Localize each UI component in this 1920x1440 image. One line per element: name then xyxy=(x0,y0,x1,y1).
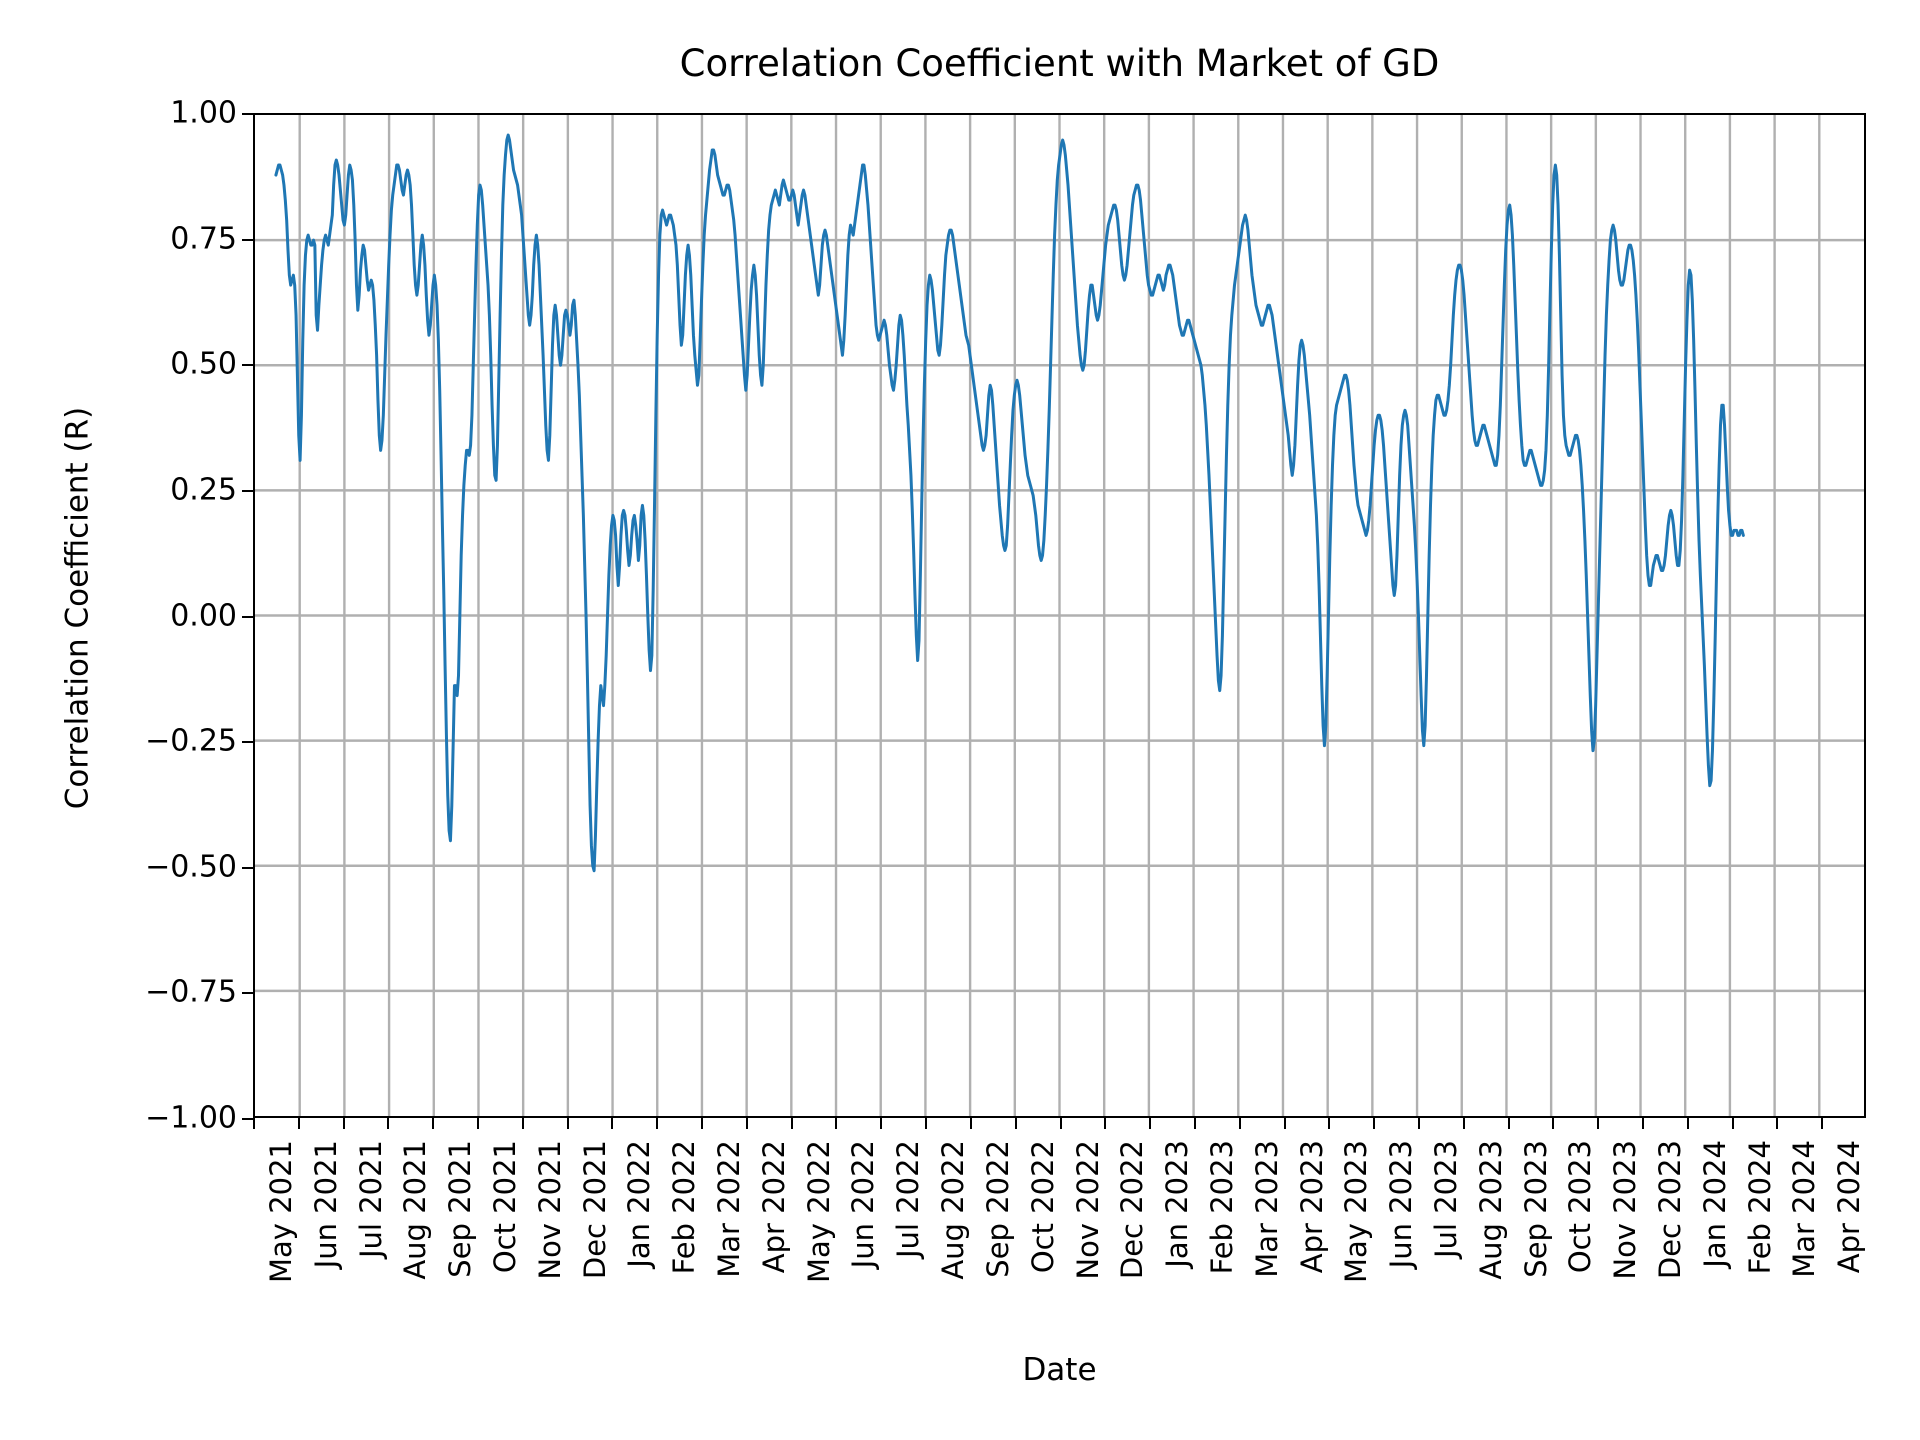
x-tick-label: Feb 2024 xyxy=(1742,1140,1777,1275)
x-tick-mark xyxy=(1059,1118,1062,1129)
y-tick-label: 1.00 xyxy=(170,95,237,131)
x-tick-label: Jul 2023 xyxy=(1428,1140,1463,1259)
x-axis-label: Date xyxy=(1022,1352,1097,1388)
x-tick-label: Sep 2023 xyxy=(1518,1140,1553,1278)
y-tick-label: 0.50 xyxy=(170,346,237,382)
x-tick-mark xyxy=(387,1118,390,1129)
x-tick-mark xyxy=(701,1118,704,1129)
y-tick-label: −0.25 xyxy=(145,723,237,759)
x-tick-mark xyxy=(969,1118,972,1129)
x-tick-label: Nov 2021 xyxy=(532,1140,567,1280)
y-tick-mark xyxy=(242,489,253,492)
y-tick-mark xyxy=(242,364,253,367)
chart-title: Correlation Coefficient with Market of G… xyxy=(679,42,1440,85)
x-tick-label: Jun 2023 xyxy=(1384,1140,1419,1269)
x-tick-label: Dec 2021 xyxy=(577,1140,612,1280)
x-tick-mark xyxy=(1507,1118,1510,1129)
x-tick-label: Jul 2022 xyxy=(891,1140,926,1259)
x-tick-label: Sep 2022 xyxy=(980,1140,1015,1278)
x-tick-mark xyxy=(1552,1118,1555,1129)
y-tick-label: −0.75 xyxy=(145,974,237,1010)
x-tick-label: Jan 2024 xyxy=(1697,1140,1732,1268)
x-tick-label: Mar 2024 xyxy=(1787,1140,1822,1278)
x-tick-mark xyxy=(1821,1118,1824,1129)
x-tick-mark xyxy=(1104,1118,1107,1129)
x-tick-mark xyxy=(1283,1118,1286,1129)
x-tick-mark xyxy=(1238,1118,1241,1129)
y-tick-label: 0.00 xyxy=(170,598,237,633)
x-tick-mark xyxy=(1686,1118,1689,1129)
x-tick-label: Dec 2022 xyxy=(1115,1140,1150,1280)
x-tick-label: Jun 2022 xyxy=(846,1140,881,1269)
x-tick-label: Aug 2021 xyxy=(398,1140,433,1280)
x-tick-mark xyxy=(790,1118,793,1129)
x-tick-label: May 2023 xyxy=(1339,1140,1374,1283)
x-tick-label: Aug 2023 xyxy=(1473,1140,1508,1280)
x-tick-mark xyxy=(835,1118,838,1129)
x-tick-label: Oct 2022 xyxy=(1025,1140,1060,1274)
plot-area xyxy=(253,113,1866,1118)
x-tick-mark xyxy=(1417,1118,1420,1129)
y-tick-mark xyxy=(242,866,253,869)
x-tick-mark xyxy=(566,1118,569,1129)
x-tick-mark xyxy=(880,1118,883,1129)
y-tick-label: 0.75 xyxy=(170,221,237,257)
y-tick-label: −0.50 xyxy=(145,849,237,885)
x-tick-label: Dec 2023 xyxy=(1652,1140,1687,1280)
x-tick-mark xyxy=(1373,1118,1376,1129)
x-tick-mark xyxy=(521,1118,524,1129)
x-tick-mark xyxy=(1776,1118,1779,1129)
x-tick-mark xyxy=(1731,1118,1734,1129)
x-tick-mark xyxy=(477,1118,480,1129)
x-tick-mark xyxy=(432,1118,435,1129)
y-tick-mark xyxy=(242,238,253,241)
x-tick-mark xyxy=(1462,1118,1465,1129)
x-tick-mark xyxy=(1328,1118,1331,1129)
x-tick-label: Sep 2021 xyxy=(443,1140,478,1278)
x-tick-mark xyxy=(656,1118,659,1129)
y-tick-mark xyxy=(242,615,253,618)
x-tick-label: Nov 2023 xyxy=(1608,1140,1643,1280)
y-tick-mark xyxy=(242,113,253,115)
y-tick-label: −1.00 xyxy=(145,1100,237,1136)
correlation-line-series xyxy=(255,115,1864,1116)
x-tick-mark xyxy=(745,1118,748,1129)
x-tick-mark xyxy=(1641,1118,1644,1129)
x-tick-label: Jun 2021 xyxy=(308,1140,343,1269)
x-tick-mark xyxy=(1193,1118,1196,1129)
x-tick-label: Jan 2023 xyxy=(1160,1140,1195,1268)
x-tick-label: Apr 2024 xyxy=(1832,1140,1867,1274)
x-tick-label: May 2021 xyxy=(264,1140,298,1283)
x-tick-mark xyxy=(1014,1118,1017,1129)
x-tick-label: Mar 2023 xyxy=(1249,1140,1284,1278)
x-tick-label: Jul 2021 xyxy=(353,1140,388,1259)
x-tick-label: Apr 2023 xyxy=(1294,1140,1329,1274)
x-tick-mark xyxy=(1597,1118,1600,1129)
x-tick-label: Jan 2022 xyxy=(622,1140,657,1268)
x-tick-mark xyxy=(342,1118,345,1129)
x-tick-mark xyxy=(297,1118,300,1129)
x-tick-label: May 2022 xyxy=(801,1140,836,1283)
x-tick-label: Mar 2022 xyxy=(712,1140,747,1278)
x-tick-mark xyxy=(925,1118,928,1129)
x-tick-mark xyxy=(253,1118,255,1129)
correlation-line-path xyxy=(276,135,1743,871)
y-tick-label: 0.25 xyxy=(170,472,237,508)
x-tick-label: Aug 2022 xyxy=(936,1140,971,1280)
x-tick-label: Nov 2022 xyxy=(1070,1140,1105,1280)
x-tick-mark xyxy=(611,1118,614,1129)
y-tick-mark xyxy=(242,1118,253,1120)
y-tick-mark xyxy=(242,992,253,995)
x-tick-label: Feb 2022 xyxy=(667,1140,702,1275)
x-tick-label: Oct 2021 xyxy=(488,1140,523,1274)
x-tick-label: Oct 2023 xyxy=(1563,1140,1598,1274)
y-tick-mark xyxy=(242,741,253,744)
x-tick-label: Apr 2022 xyxy=(756,1140,791,1274)
x-tick-label: Feb 2023 xyxy=(1204,1140,1239,1275)
x-tick-mark xyxy=(1149,1118,1152,1129)
